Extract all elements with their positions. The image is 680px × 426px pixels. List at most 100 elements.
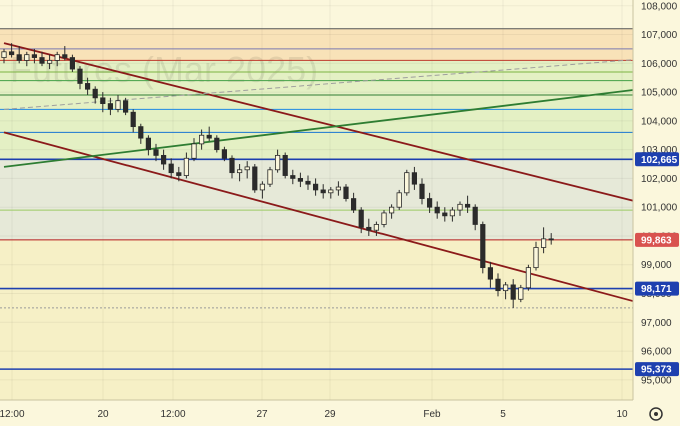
settings-button[interactable] [649,407,663,421]
candle-body-61 [464,203,471,208]
candle-body-3 [24,54,30,61]
candle-body-24 [183,157,189,176]
price-badge-label-1: 99,863 [641,235,672,246]
x-tick-label-5: Feb [423,409,441,420]
candle-body-5 [39,57,45,64]
trend-green-trend [3,83,680,168]
candle-body-59 [449,209,456,217]
candle-body-48 [366,226,372,231]
candle-body-53 [404,172,410,194]
band-3 [0,239,633,400]
y-tick-label-6: 102,000 [641,174,678,185]
candle-body-56 [426,198,433,208]
level-bands [0,28,633,400]
candle-body-50 [381,212,387,225]
price-badge-1 [635,232,679,247]
candle-body-64 [487,267,494,280]
candle-body-32 [244,166,250,171]
band-1 [0,60,633,160]
candle-body-34 [259,183,266,191]
y-tick-label-2: 106,000 [641,59,678,70]
candle-body-30 [229,157,235,174]
gear-icon[interactable] [649,407,663,421]
candle-body-12 [92,88,98,99]
candle-body-18 [138,126,144,139]
candle-body-47 [358,209,364,228]
candle-body-41 [312,183,319,191]
candle-body-19 [145,137,151,151]
candle-body-21 [160,154,167,165]
candle-body-54 [411,172,418,185]
candle-body-43 [328,189,334,194]
candle-body-72 [548,238,554,241]
x-tick-label-6: 5 [500,409,506,420]
y-tick-label-0: 108,000 [641,1,678,12]
candle-body-33 [252,166,258,191]
candle-body-60 [457,203,463,211]
x-tick-label-4: 29 [324,409,336,420]
candle-body-68 [518,287,524,300]
y-tick-label-7: 101,000 [641,203,678,214]
candle-body-44 [335,186,342,191]
candle-body-2 [16,54,22,61]
y-tick-label-11: 97,000 [641,318,672,329]
band-0 [0,28,633,61]
price-badge-3 [635,362,679,377]
candle-body-51 [388,206,395,214]
candle-body-36 [274,154,281,171]
x-axis-panel [0,400,680,426]
y-tick-label-4: 104,000 [641,116,678,127]
trend-channel-upper [3,42,680,214]
candle-body-40 [305,180,311,185]
candle-body-4 [31,54,38,58]
candle-body-63 [480,224,486,269]
candle-body-58 [442,212,448,217]
candle-body-16 [123,100,129,113]
candle-body-22 [168,163,174,174]
x-tick-label-1: 20 [97,409,109,420]
candle-body-38 [290,175,296,179]
candle-body-49 [373,224,380,231]
candle-body-7 [54,54,60,61]
candle-body-6 [47,60,53,64]
y-tick-label-5: 103,000 [641,145,678,156]
price-badges: 102,665 99,863 98,171 95,373 [635,152,679,377]
candle-body-65 [495,278,501,292]
candle-body-23 [176,172,182,176]
x-tick-label-7: 10 [616,409,628,420]
candle-body-70 [533,247,539,269]
price-badge-0 [635,152,679,167]
candle-body-45 [343,186,349,199]
candle-body-66 [502,284,509,292]
candle-body-31 [236,169,243,174]
x-axis: 12:00 20 12:00 27 29 Feb 5 10 [0,409,628,420]
band-2 [0,159,633,240]
candle-body-25 [191,143,197,159]
price-badge-label-0: 102,665 [641,155,678,166]
candle-body-35 [267,169,273,185]
candlesticks [1,43,554,308]
candle-body-11 [85,83,91,90]
gear-icon-center [654,412,658,416]
candle-body-69 [525,267,532,289]
y-tick-label-9: 99,000 [641,260,672,271]
candle-body-26 [198,134,205,145]
y-tick-label-13: 95,000 [641,375,672,386]
candle-body-8 [62,54,68,58]
candle-body-57 [434,206,440,214]
candle-body-62 [472,206,478,225]
candle-body-1 [8,51,15,56]
candle-body-17 [130,111,136,128]
candle-body-28 [214,137,220,151]
candle-body-42 [320,189,326,194]
candle-body-37 [282,154,288,176]
candle-body-9 [69,57,75,70]
y-tick-label-1: 107,000 [641,30,678,41]
x-tick-label-3: 27 [256,409,268,420]
grid [0,0,633,400]
candle-body-52 [396,192,402,208]
price-badge-2 [635,281,679,296]
y-tick-label-3: 105,000 [641,88,678,99]
candle-body-20 [153,149,159,156]
